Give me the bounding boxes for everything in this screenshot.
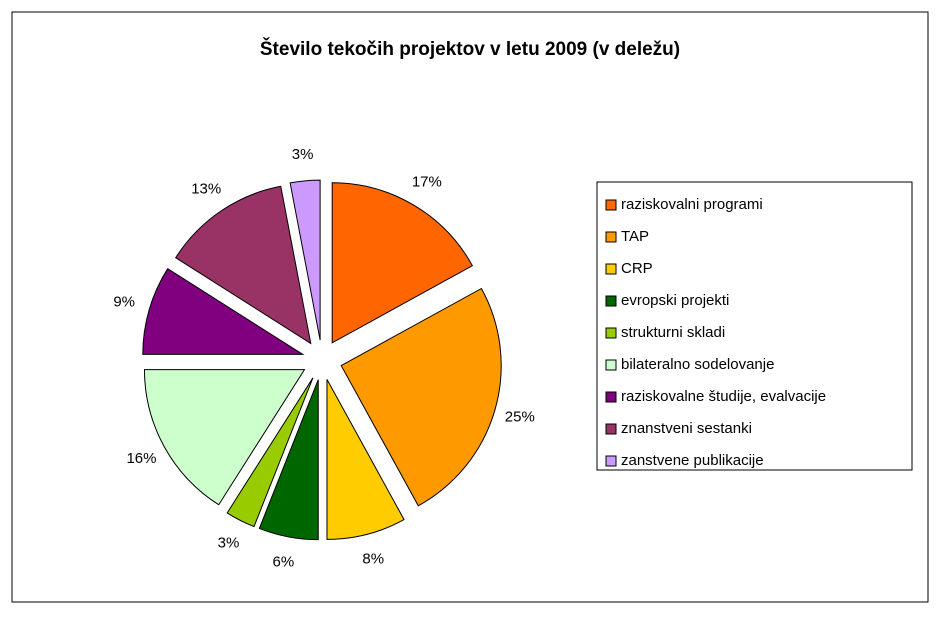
pie-slice bbox=[326, 379, 405, 540]
legend-swatch bbox=[605, 295, 617, 307]
legend-swatch bbox=[605, 199, 617, 211]
legend-label: raziskovalni programi bbox=[621, 196, 763, 213]
data-label: 6% bbox=[273, 553, 295, 570]
legend-swatch bbox=[605, 423, 617, 435]
legend-swatch bbox=[605, 455, 617, 467]
data-label: 17% bbox=[412, 174, 442, 191]
legend-swatch bbox=[605, 359, 617, 371]
legend-swatch bbox=[605, 263, 617, 275]
legend-label: zanstvene publikacije bbox=[621, 452, 764, 469]
data-label: 3% bbox=[218, 535, 240, 552]
legend-label: strukturni skladi bbox=[621, 324, 725, 341]
pie-slice bbox=[174, 185, 312, 345]
pie-slice bbox=[143, 369, 306, 506]
data-label: 16% bbox=[126, 450, 156, 467]
legend-box bbox=[596, 181, 913, 471]
pie-slice bbox=[331, 182, 474, 344]
chart-title: Število tekočih projektov v letu 2009 (v… bbox=[260, 38, 680, 60]
pie-slice bbox=[289, 179, 321, 341]
legend-swatch bbox=[605, 327, 617, 339]
pie-slice bbox=[340, 287, 502, 507]
legend-label: znanstveni sestanki bbox=[621, 420, 752, 437]
legend-label: TAP bbox=[621, 228, 649, 245]
data-label: 9% bbox=[113, 293, 135, 310]
data-label: 13% bbox=[191, 181, 221, 198]
legend-label: evropski projekti bbox=[621, 292, 729, 309]
legend-swatch bbox=[605, 231, 617, 243]
legend-swatch bbox=[605, 391, 617, 403]
data-label: 3% bbox=[292, 146, 314, 163]
pie-slice bbox=[226, 377, 314, 528]
legend-label: bilateralno sodelovanje bbox=[621, 356, 774, 373]
legend-label: raziskovalne študije, evalvacije bbox=[621, 388, 826, 405]
legend-label: CRP bbox=[621, 260, 653, 277]
pie-slice bbox=[142, 267, 305, 355]
data-label: 8% bbox=[362, 550, 384, 567]
data-label: 25% bbox=[505, 408, 535, 425]
pie-slice bbox=[258, 379, 319, 541]
